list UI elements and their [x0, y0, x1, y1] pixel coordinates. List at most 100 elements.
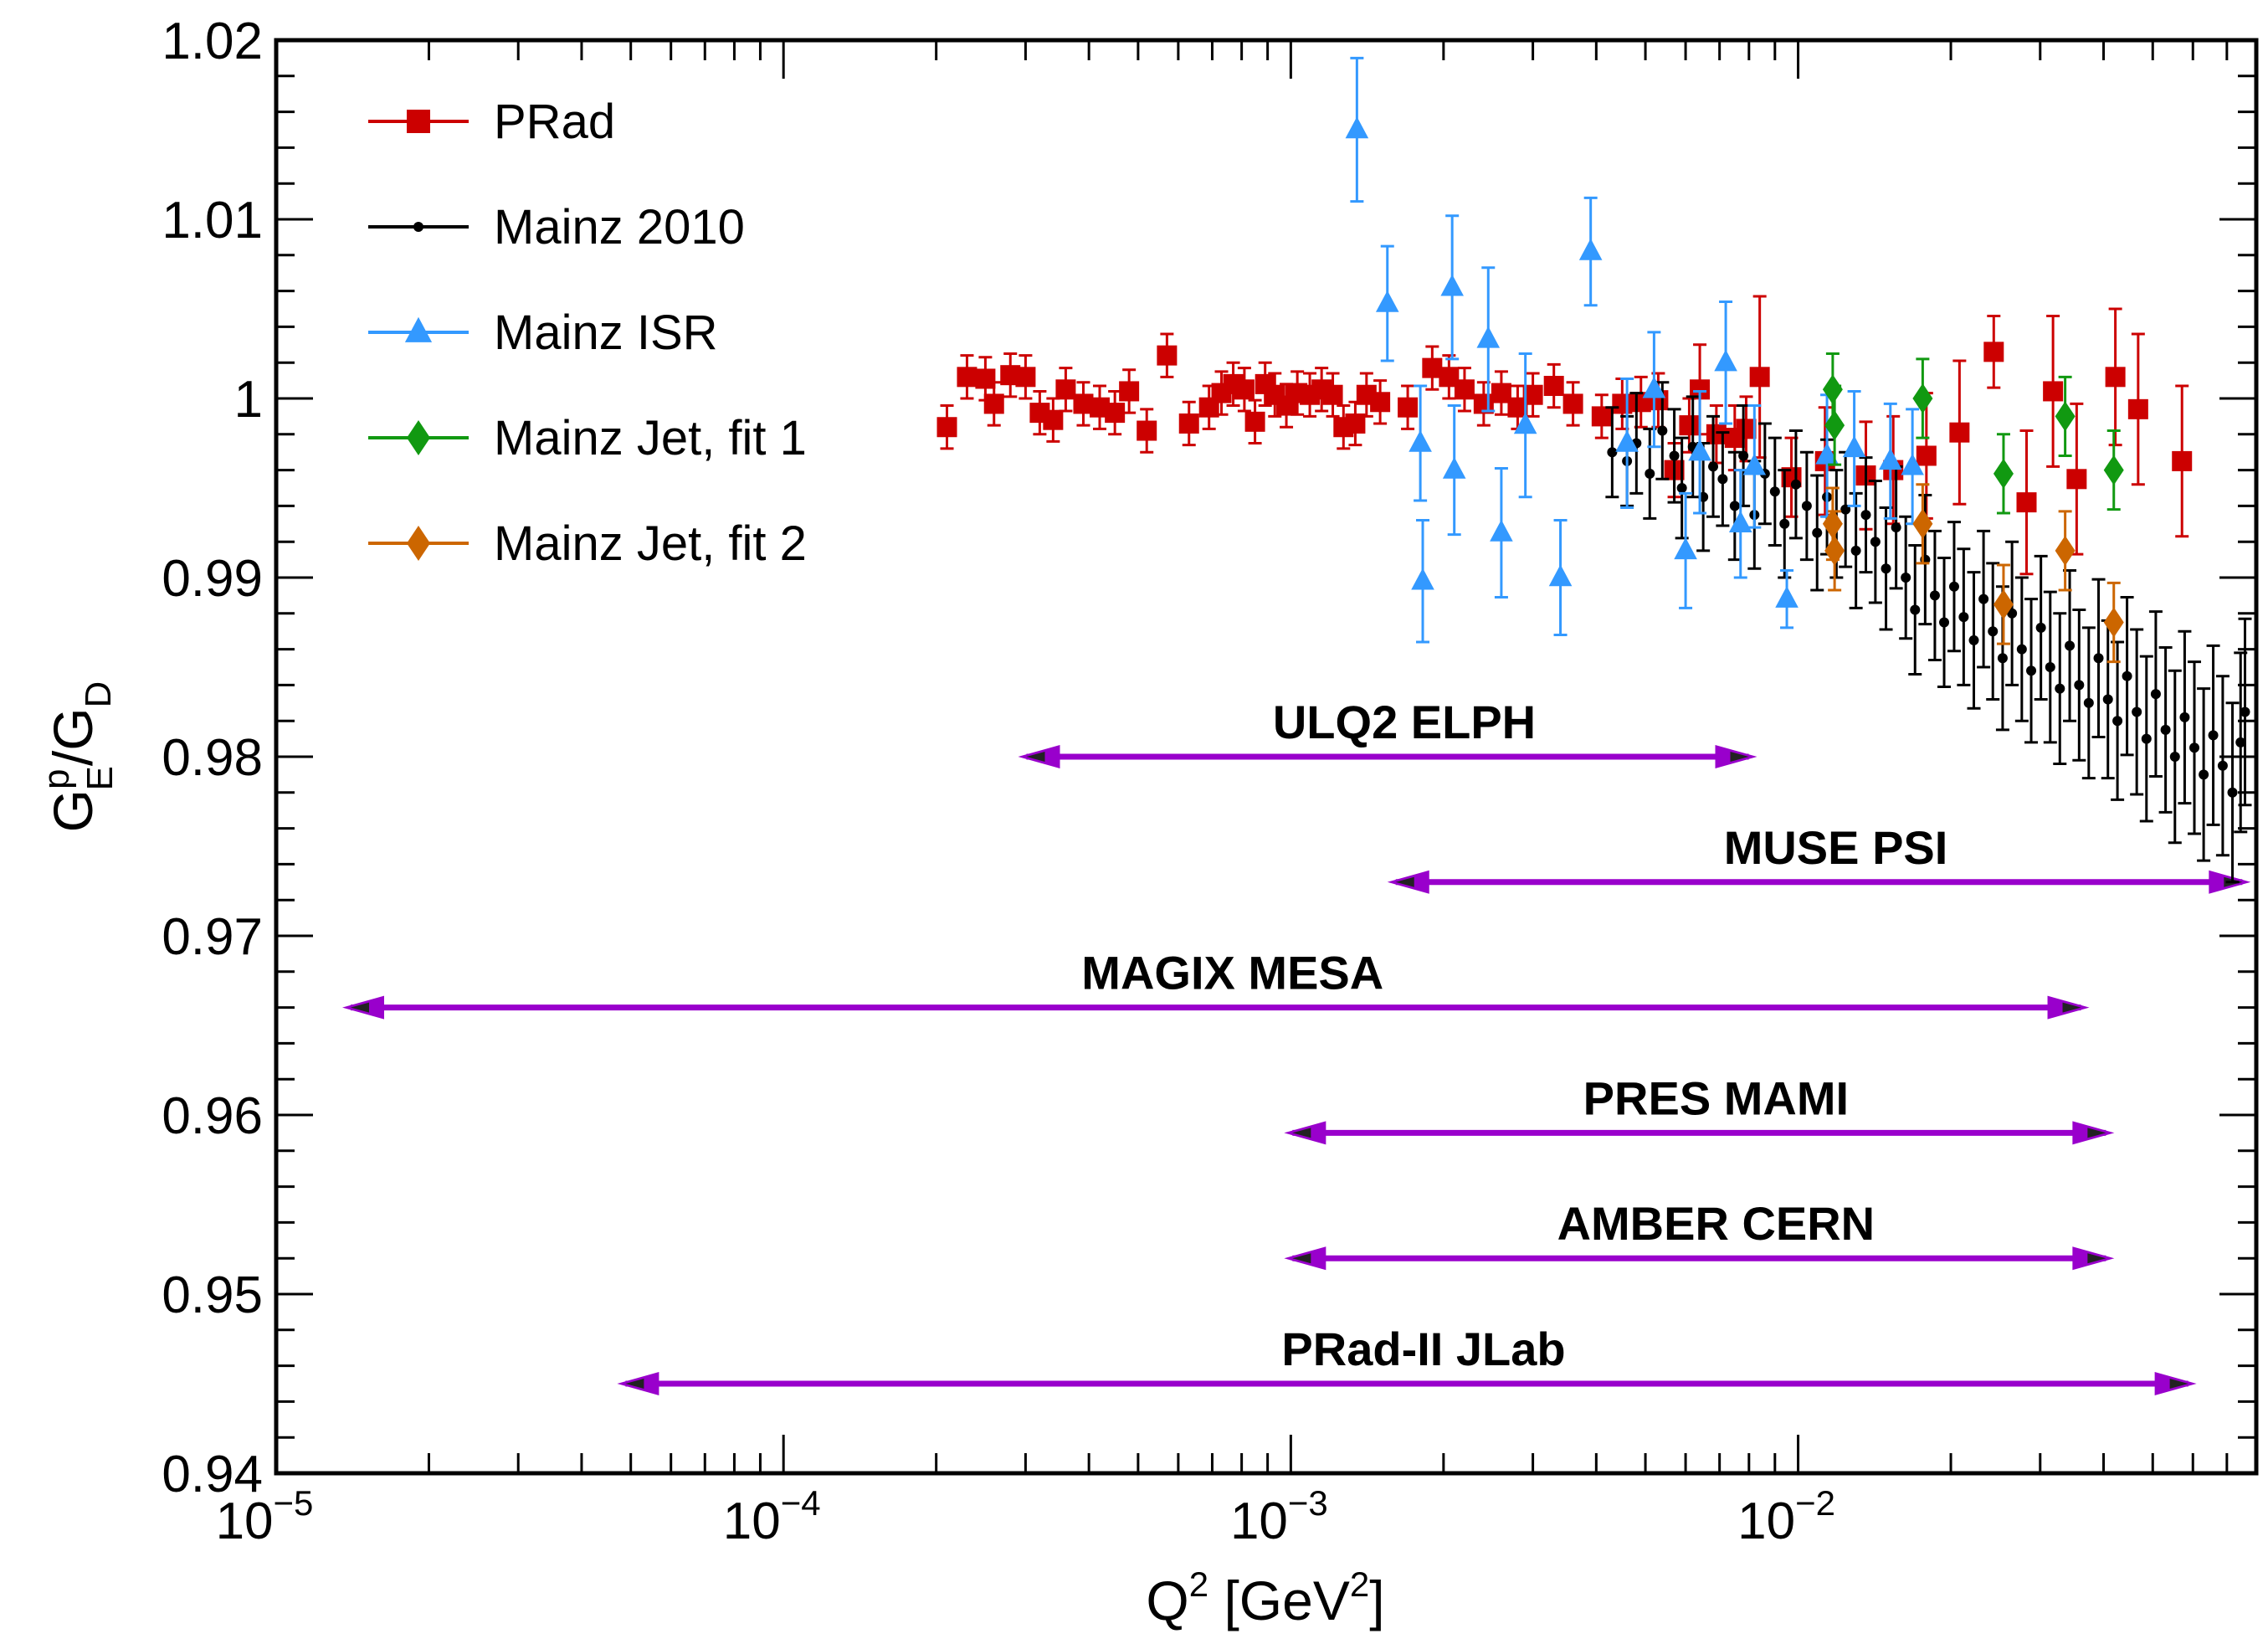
data-point: [2083, 697, 2094, 708]
range-arrowhead-left-inner: [625, 1379, 644, 1389]
data-point: [2169, 752, 2180, 762]
range-label: ULQ2 ELPH: [1273, 696, 1536, 748]
series-prad: [936, 295, 2193, 576]
data-point: [1815, 442, 1839, 465]
data-point: [2127, 398, 2148, 419]
data-point: [1591, 406, 1612, 427]
data-point: [2093, 653, 2104, 664]
legend-label: PRad: [494, 95, 615, 149]
data-point: [1878, 448, 1902, 470]
data-point: [1901, 453, 1924, 475]
x-tick-label: 10−5: [216, 1483, 314, 1550]
range-arrowhead-left-inner: [351, 1002, 370, 1013]
data-point: [1345, 116, 1369, 139]
data-point: [2227, 787, 2238, 798]
legend-entry: Mainz Jet, fit 2: [368, 516, 807, 571]
data-point: [2066, 469, 2087, 490]
range-label: MUSE PSI: [1724, 821, 1948, 874]
data-point: [936, 417, 957, 438]
data-point: [1988, 626, 1999, 637]
series-mainz-2010: [1605, 381, 2252, 884]
y-tick-label: 1: [234, 371, 263, 429]
data-point: [2065, 640, 2076, 651]
range-arrowhead-right-inner: [1730, 752, 1749, 762]
data-point: [1244, 411, 1265, 432]
data-point: [983, 393, 1004, 414]
data-point: [1543, 376, 1564, 397]
data-point: [1891, 522, 1901, 533]
series-mainz-jet-fit-2: [1822, 483, 2124, 664]
range-arrowhead-left-inner: [1395, 876, 1414, 887]
legend-entry: PRad: [368, 95, 615, 149]
data-point: [2055, 401, 2076, 432]
x-tick-label: 10−4: [723, 1483, 821, 1550]
range-arrowhead-right-inner: [2169, 1379, 2188, 1389]
data-point: [1850, 545, 1861, 556]
data-point: [2112, 716, 2123, 727]
x-tick-label: 10−3: [1230, 1483, 1328, 1550]
data-point: [1676, 483, 1687, 493]
range-arrowhead-right-inner: [2087, 1253, 2106, 1264]
data-point: [2240, 706, 2250, 717]
data-point: [1137, 420, 1157, 441]
range-arrowhead-left-inner: [1292, 1128, 1311, 1138]
data-point: [1842, 435, 1866, 458]
data-point: [1706, 424, 1727, 444]
data-point: [1912, 508, 1933, 539]
data-point: [1442, 457, 1466, 479]
data-point: [2055, 535, 2076, 566]
range-arrow: PRad-II JLab: [617, 1323, 2197, 1395]
data-point: [2074, 680, 2085, 691]
data-point: [2150, 689, 2161, 700]
data-point: [1679, 415, 1700, 436]
data-point: [1105, 403, 1126, 424]
legend-label: Mainz Jet, fit 1: [494, 411, 807, 465]
range-label: AMBER CERN: [1557, 1197, 1875, 1250]
data-point: [1822, 374, 1843, 405]
range-label: PRES MAMI: [1583, 1071, 1849, 1124]
data-point: [1929, 590, 1940, 601]
data-point: [1015, 367, 1036, 388]
data-point: [1910, 604, 1921, 615]
range-arrowhead-right-inner: [2087, 1128, 2106, 1138]
data-point: [1345, 413, 1366, 434]
data-point: [1736, 419, 1757, 439]
axis-ticks: [275, 39, 2258, 1475]
data-point: [1728, 511, 1752, 532]
data-point: [1674, 537, 1697, 560]
data-point: [407, 526, 430, 561]
range-label: PRad-II JLab: [1281, 1323, 1565, 1375]
data-point: [1642, 376, 1666, 398]
legend-label: Mainz 2010: [494, 200, 745, 254]
legend-entry: Mainz 2010: [368, 200, 745, 254]
data-point: [2045, 662, 2055, 672]
data-point: [1860, 510, 1871, 521]
data-point: [1775, 586, 1798, 608]
legend-label: Mainz Jet, fit 2: [494, 516, 807, 571]
data-point: [1749, 367, 1770, 388]
y-tick-label: 1.02: [162, 13, 263, 70]
series-mainz-isr: [1345, 56, 1924, 644]
y-tick-label: 1.01: [162, 192, 263, 249]
data-point: [1454, 379, 1475, 400]
data-point: [1688, 439, 1711, 461]
legend-label: Mainz ISR: [494, 306, 718, 360]
legend: PRad Mainz 2010 Mainz ISR Mainz Jet, fit 1 M…: [368, 95, 807, 571]
x-axis-title: Q2 [GeV2]: [1146, 1564, 1384, 1631]
data-point: [2016, 492, 2037, 513]
data-point: [2035, 622, 2046, 633]
range-arrow: AMBER CERN: [1284, 1197, 2115, 1271]
data-point: [1440, 274, 1464, 296]
data-point: [1742, 453, 1767, 475]
data-point: [2055, 683, 2065, 694]
experiment-ranges: ULQ2 ELPH MUSE PSI MAGIX MESA PRES MAMI AMBE…: [342, 696, 2251, 1395]
data-point: [2043, 381, 2064, 402]
data-point: [1615, 429, 1639, 452]
data-point: [1993, 589, 2014, 620]
range-arrow: PRES MAMI: [1284, 1071, 2115, 1145]
data-point: [2208, 730, 2219, 741]
data-point: [2102, 694, 2113, 705]
data-point: [1612, 393, 1633, 414]
data-point: [2179, 712, 2190, 722]
y-tick-label: 0.99: [162, 550, 263, 608]
